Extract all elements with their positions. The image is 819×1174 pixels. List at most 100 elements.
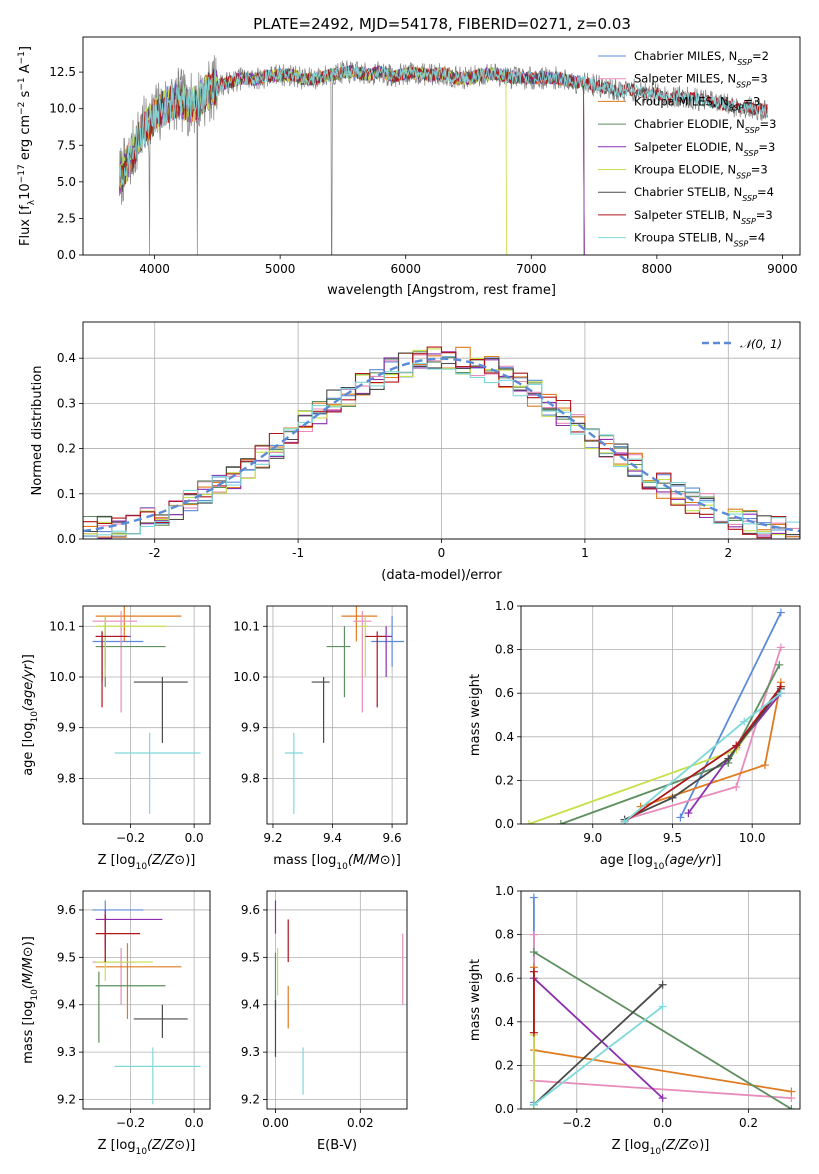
marker-kroupa_elodie xyxy=(524,820,533,824)
marker-kroupa_miles xyxy=(787,1087,796,1096)
x-tick-label: 10.0 xyxy=(739,831,766,845)
histogram-kroupa_stelib xyxy=(83,362,800,539)
marker-kroupa_stelib xyxy=(776,689,785,698)
x-tick-label: 0.0 xyxy=(185,1116,204,1130)
y-tick-label: 0.6 xyxy=(495,686,514,700)
line-chabrier_stelib xyxy=(533,984,664,1106)
legend-label-chabrier_miles: Chabrier MILES, NSSP=2 xyxy=(634,49,769,67)
y-tick-label: 0.6 xyxy=(495,971,514,985)
mass_vs_ebv-plot xyxy=(274,900,404,1095)
line-chabrier_stelib xyxy=(624,688,782,821)
x-tick-label: −0.2 xyxy=(116,1116,145,1130)
x-tick-label: 1 xyxy=(581,546,589,560)
legend-label-normal: 𝒩(0, 1) xyxy=(740,337,782,351)
legend-label-kroupa_miles: Kroupa MILES, NSSP=3 xyxy=(634,94,760,112)
marker-kroupa_stelib xyxy=(658,1002,667,1011)
mass_vs_Z-xlabel: Z [log10(Z/Z⊙)] xyxy=(98,1138,196,1157)
legend-label-kroupa_stelib: Kroupa STELIB, NSSP=4 xyxy=(634,231,765,249)
weight_vs_Z-axes: −0.2 0.0 0.2 0.0 0.2 0.4 0.6 0.8 1.0 Z [log10(Z/Z… xyxy=(468,884,801,1157)
line-chabrier_elodie xyxy=(533,951,792,1109)
y-tick-label: 0.2 xyxy=(495,1058,514,1072)
x-tick-label: 0 xyxy=(438,546,446,560)
y-tick-label: 1.0 xyxy=(495,599,514,613)
y-tick-label: 9.4 xyxy=(57,998,76,1012)
marker-kroupa_miles xyxy=(760,761,769,770)
legend-label-chabrier_stelib: Chabrier STELIB, NSSP=4 xyxy=(634,185,774,203)
y-tick-label: 10.0 xyxy=(49,670,76,684)
y-tick-label: 10.0 xyxy=(233,670,260,684)
marker-salpeter_stelib xyxy=(529,1028,538,1037)
legend-label-kroupa_elodie: Kroupa ELODIE, NSSP=3 xyxy=(634,163,768,181)
y-tick-label: 9.9 xyxy=(57,721,76,735)
spectrum-xlabel: wavelength [Angstrom, rest frame] xyxy=(327,283,556,298)
y-tick-label: 9.2 xyxy=(241,1093,260,1107)
mass_vs_Z-axes: −0.2 0.0 9.2 9.3 9.4 9.5 9.6 Z [log10(Z/Z⊙)] mas… xyxy=(21,890,211,1157)
spectrum-ylabel: Flux [fλ10−17 erg cm−2 s−1 A−1] xyxy=(17,46,37,246)
y-tick-label: 0.1 xyxy=(57,487,76,501)
marker-chabrier_miles xyxy=(676,813,685,822)
y-tick-label: 9.6 xyxy=(241,903,260,917)
residuals-axes: -2 -1 0 1 2 0.0 0.1 0.2 0.3 0.4 𝒩(0, 1) (data-model… xyxy=(30,321,801,583)
legend-label-salpeter_stelib: Salpeter STELIB, NSSP=3 xyxy=(634,208,773,226)
age_vs_mass-xlabel: mass [log10(M/M⊙)] xyxy=(273,853,401,872)
normal-curve xyxy=(83,357,800,533)
x-tick-label: 9.0 xyxy=(583,831,602,845)
line-kroupa_stelib xyxy=(624,692,782,823)
marker-chabrier_elodie xyxy=(787,1105,796,1109)
axes-frame xyxy=(520,890,801,1110)
axes-frame xyxy=(82,36,801,256)
axes-frame xyxy=(266,605,408,825)
y-tick-label: 0.4 xyxy=(57,351,76,365)
y-tick-label: 5.0 xyxy=(57,175,76,189)
y-tick-label: 0.0 xyxy=(57,248,76,262)
y-tick-label: 9.6 xyxy=(57,903,76,917)
mass_vs_Z-plot xyxy=(92,900,201,1105)
y-tick-label: 0.0 xyxy=(495,817,514,831)
x-tick-label: 7000 xyxy=(516,262,547,276)
x-tick-label: 9.2 xyxy=(263,831,282,845)
line-kroupa_stelib xyxy=(533,1005,664,1106)
marker-kroupa_stelib xyxy=(620,817,629,824)
marker-chabrier_stelib xyxy=(668,793,677,802)
line-kroupa_elodie xyxy=(528,686,782,824)
y-tick-label: 9.9 xyxy=(241,721,260,735)
x-tick-label: 9.6 xyxy=(383,831,402,845)
y-tick-label: 0.4 xyxy=(495,1015,514,1029)
y-tick-label: 9.8 xyxy=(241,771,260,785)
x-tick-label: 9000 xyxy=(767,262,798,276)
y-tick-label: 12.5 xyxy=(49,65,76,79)
marker-salpeter_miles xyxy=(732,782,741,791)
marker-chabrier_stelib xyxy=(724,754,733,763)
y-tick-label: 9.5 xyxy=(57,950,76,964)
y-tick-label: 2.5 xyxy=(57,211,76,225)
y-tick-label: 10.0 xyxy=(49,102,76,116)
weight_vs_Z-plot xyxy=(529,893,796,1109)
axes-frame xyxy=(82,321,801,540)
marker-kroupa_stelib xyxy=(740,717,749,726)
x-tick-label: -1 xyxy=(292,546,304,560)
y-tick-label: 0.8 xyxy=(495,928,514,942)
residuals-xlabel: (data-model)/error xyxy=(381,568,502,583)
y-tick-label: 9.2 xyxy=(57,1093,76,1107)
axes-frame xyxy=(82,605,211,825)
marker-chabrier_miles xyxy=(529,893,538,902)
y-tick-label: 7.5 xyxy=(57,138,76,152)
residuals-ylabel: Normed distribution xyxy=(30,366,45,496)
marker-chabrier_elodie xyxy=(556,820,565,824)
weight_vs_Z-xlabel: Z [log10(Z/Z⊙)] xyxy=(612,1138,710,1157)
age_vs_mass-plot xyxy=(284,606,405,814)
y-tick-label: 0.8 xyxy=(495,643,514,657)
x-tick-label: 0.0 xyxy=(185,831,204,845)
weight_vs_age-axes: 9.0 9.5 10.0 0.0 0.2 0.4 0.6 0.8 1.0 age [log10(a… xyxy=(468,599,801,872)
marker-kroupa_stelib xyxy=(529,1100,538,1109)
y-tick-label: 0.0 xyxy=(57,532,76,546)
weight_vs_age-xlabel: age [log10(age/yr)] xyxy=(600,853,722,872)
mass_vs_ebv-axes: 0.00 0.02 9.2 9.3 9.4 9.5 9.6 E(B-V) xyxy=(241,890,408,1153)
age_vs_Z-axes: −0.2 0.0 9.8 9.9 10.0 10.1 Z [log10(Z/Z⊙)] age … xyxy=(21,605,211,872)
age_vs_Z-xlabel: Z [log10(Z/Z⊙)] xyxy=(98,853,196,872)
marker-chabrier_stelib xyxy=(658,980,667,989)
axes-frame xyxy=(520,605,801,825)
x-tick-label: 5000 xyxy=(265,262,296,276)
marker-salpeter_elodie xyxy=(658,1094,667,1103)
